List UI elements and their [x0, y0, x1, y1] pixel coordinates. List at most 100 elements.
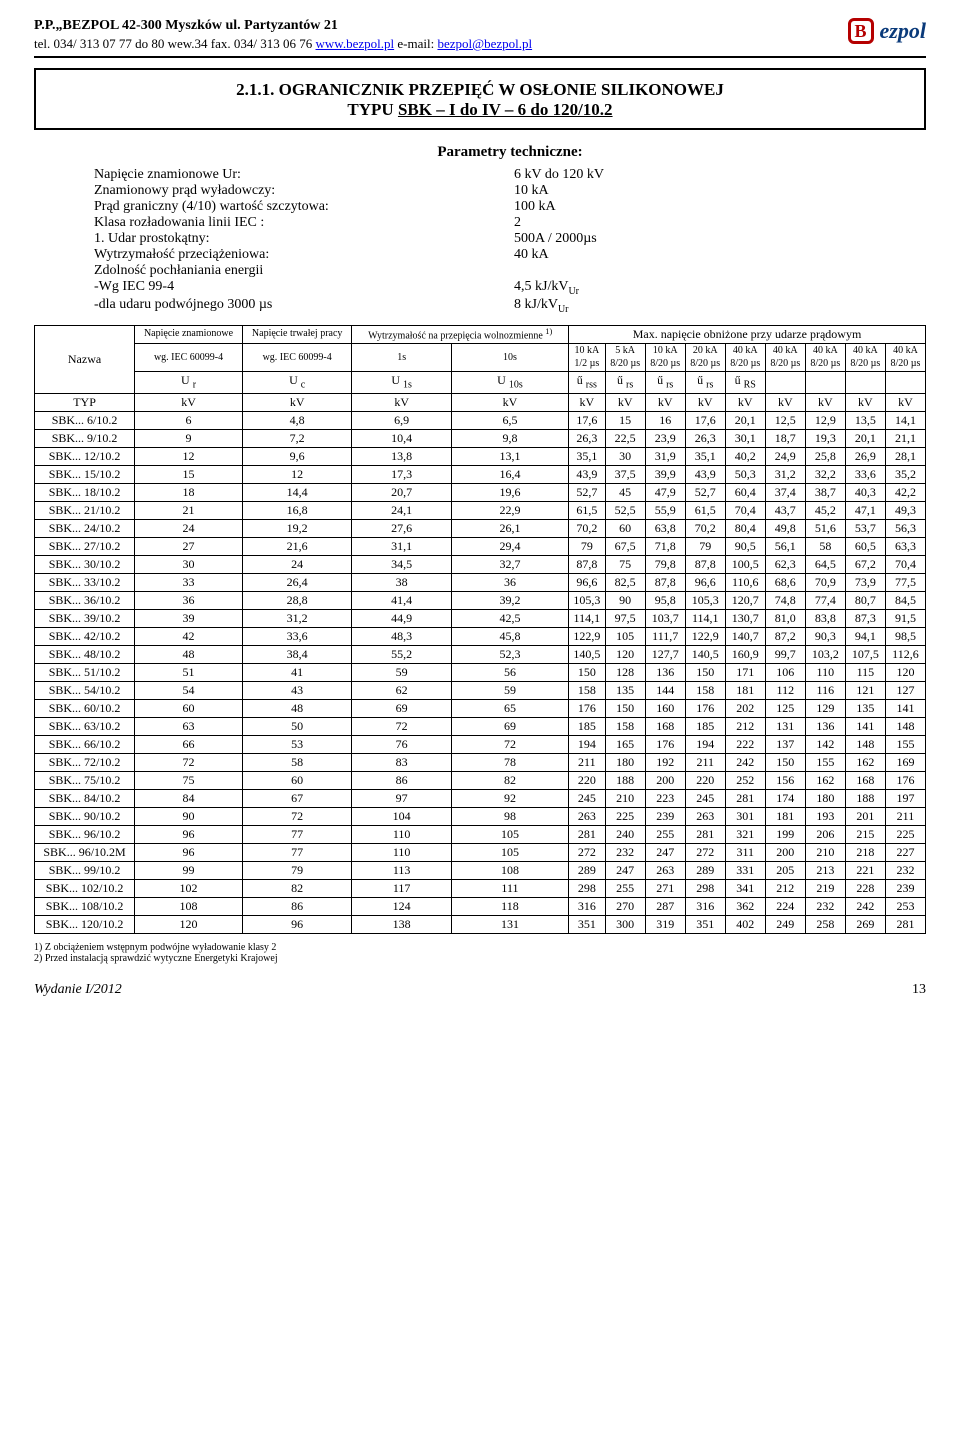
- email-link[interactable]: bezpol@bezpol.pl: [437, 36, 532, 51]
- data-cell: 120,7: [725, 592, 765, 610]
- data-cell: 281: [569, 826, 606, 844]
- data-cell: 118: [451, 898, 568, 916]
- data-cell: 127,7: [645, 646, 685, 664]
- data-cell: 298: [685, 880, 725, 898]
- table-row: SBK... 48/10.24838,455,252,3140,5120127,…: [35, 646, 926, 664]
- data-cell: 239: [885, 880, 925, 898]
- table-row: SBK... 99/10.299791131082892472632893312…: [35, 862, 926, 880]
- param-row: Znamionowy prąd wyładowczy:10 kA: [94, 183, 926, 199]
- data-cell: 197: [885, 790, 925, 808]
- data-cell: 41: [242, 664, 351, 682]
- data-cell: 94,1: [845, 628, 885, 646]
- col-nazwa: Nazwa: [35, 325, 135, 394]
- title-line2: TYPU SBK – I do IV – 6 do 120/10.2: [46, 100, 914, 120]
- table-row: SBK... 54/10.254436259158135144158181112…: [35, 682, 926, 700]
- data-cell: 70,4: [885, 556, 925, 574]
- data-cell: 211: [569, 754, 606, 772]
- data-cell: 45: [605, 484, 645, 502]
- data-cell: 298: [569, 880, 606, 898]
- row-name-cell: SBK... 54/10.2: [35, 682, 135, 700]
- col-u-znam: Napięcie znamionowe: [135, 325, 243, 344]
- data-cell: 72: [451, 736, 568, 754]
- data-cell: 13,1: [451, 448, 568, 466]
- data-cell: 105: [451, 826, 568, 844]
- data-cell: 31,1: [352, 538, 452, 556]
- data-cell: 31,9: [645, 448, 685, 466]
- data-cell: 30,1: [725, 430, 765, 448]
- data-cell: 110: [352, 844, 452, 862]
- h-20ka: 20 kA8/20 µs: [685, 344, 725, 372]
- footnote-1: 1) Z obciążeniem wstępnym podwójne wyład…: [34, 942, 926, 953]
- data-cell: 128: [605, 664, 645, 682]
- data-cell: 68,6: [765, 574, 805, 592]
- param-value: 100 kA: [514, 199, 556, 215]
- row-name-cell: SBK... 96/10.2: [35, 826, 135, 844]
- data-cell: 43,7: [765, 502, 805, 520]
- data-cell: 58: [805, 538, 845, 556]
- data-cell: 13,8: [352, 448, 452, 466]
- data-cell: 253: [885, 898, 925, 916]
- data-cell: 90: [605, 592, 645, 610]
- table-row: SBK... 27/10.22721,631,129,47967,571,879…: [35, 538, 926, 556]
- data-cell: 156: [765, 772, 805, 790]
- param-row: 1. Udar prostokątny:500A / 2000µs: [94, 231, 926, 247]
- data-cell: 62: [352, 682, 452, 700]
- table-row: SBK... 9/10.297,210,49,826,322,523,926,3…: [35, 430, 926, 448]
- data-cell: 25,8: [805, 448, 845, 466]
- data-cell: 211: [685, 754, 725, 772]
- data-cell: 194: [569, 736, 606, 754]
- data-cell: 242: [845, 898, 885, 916]
- data-cell: 232: [885, 862, 925, 880]
- data-cell: 138: [352, 916, 452, 934]
- data-cell: 17,3: [352, 466, 452, 484]
- unit-cell: kV: [685, 394, 725, 412]
- data-cell: 77: [242, 844, 351, 862]
- data-cell: 75: [135, 772, 243, 790]
- table-row: SBK... 120/10.21209613813135130031935140…: [35, 916, 926, 934]
- col-u-praca: Napięcie trwałej pracy: [242, 325, 351, 344]
- table-row: SBK... 21/10.22116,824,122,961,552,555,9…: [35, 502, 926, 520]
- data-cell: 82,5: [605, 574, 645, 592]
- row-name-cell: SBK... 63/10.2: [35, 718, 135, 736]
- table-row: SBK... 108/10.21088612411831627028731636…: [35, 898, 926, 916]
- data-cell: 56: [451, 664, 568, 682]
- data-cell: 21: [135, 502, 243, 520]
- data-cell: 199: [765, 826, 805, 844]
- data-cell: 51,6: [805, 520, 845, 538]
- data-cell: 7,2: [242, 430, 351, 448]
- data-cell: 52,7: [685, 484, 725, 502]
- param-value: 10 kA: [514, 183, 549, 199]
- data-cell: 115: [845, 664, 885, 682]
- data-cell: 19,2: [242, 520, 351, 538]
- data-cell: 97,5: [605, 610, 645, 628]
- col-wytrz: Wytrzymałość na przepięcia wolnozmienne …: [352, 325, 569, 344]
- unit-cell: kV: [645, 394, 685, 412]
- data-cell: 218: [845, 844, 885, 862]
- data-cell: 31,2: [765, 466, 805, 484]
- param-label: 1. Udar prostokątny:: [94, 231, 514, 247]
- sym-cell: [765, 372, 805, 394]
- row-name-cell: SBK... 36/10.2: [35, 592, 135, 610]
- website-link[interactable]: www.bezpol.pl: [316, 36, 395, 51]
- data-cell: 39,9: [645, 466, 685, 484]
- data-cell: 212: [765, 880, 805, 898]
- data-cell: 27,6: [352, 520, 452, 538]
- data-cell: 12: [135, 448, 243, 466]
- table-row: SBK... 30/10.2302434,532,787,87579,887,8…: [35, 556, 926, 574]
- data-cell: 272: [685, 844, 725, 862]
- row-name-cell: SBK... 84/10.2: [35, 790, 135, 808]
- data-cell: 202: [725, 700, 765, 718]
- data-cell: 40,2: [725, 448, 765, 466]
- data-cell: 316: [569, 898, 606, 916]
- data-cell: 12: [242, 466, 351, 484]
- data-cell: 168: [645, 718, 685, 736]
- data-cell: 79: [569, 538, 606, 556]
- param-value: 6 kV do 120 kV: [514, 167, 604, 183]
- data-cell: 74,8: [765, 592, 805, 610]
- unit-cell: kV: [765, 394, 805, 412]
- data-cell: 60,4: [725, 484, 765, 502]
- data-cell: 135: [605, 682, 645, 700]
- unit-cell: kV: [725, 394, 765, 412]
- row-name-cell: SBK... 21/10.2: [35, 502, 135, 520]
- data-cell: 83,8: [805, 610, 845, 628]
